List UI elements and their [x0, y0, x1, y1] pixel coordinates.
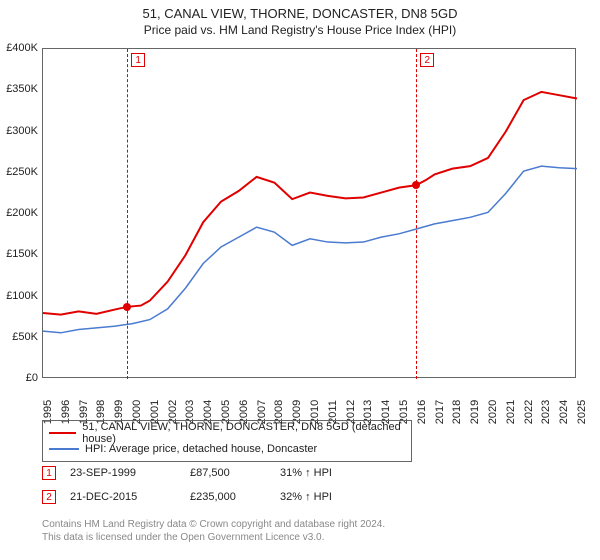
x-tick-label: 2017	[434, 400, 446, 424]
x-tick-label: 2025	[576, 400, 588, 424]
x-tick-label: 2016	[416, 400, 428, 424]
credits: Contains HM Land Registry data © Crown c…	[42, 518, 385, 544]
x-tick-label: 2018	[451, 400, 463, 424]
legend-label: HPI: Average price, detached house, Donc…	[85, 443, 317, 455]
plot-svg	[43, 49, 577, 379]
y-tick-label: £200K	[0, 207, 38, 219]
sale-row-marker: 1	[42, 466, 56, 480]
x-tick-label: 2020	[487, 400, 499, 424]
sale-vertical-line	[416, 49, 417, 379]
sale-dot	[412, 181, 420, 189]
y-tick-label: £100K	[0, 290, 38, 302]
legend-label: 51, CANAL VIEW, THORNE, DONCASTER, DN8 5…	[82, 421, 405, 445]
x-tick-label: 2023	[540, 400, 552, 424]
sale-row: 1 23-SEP-1999£87,50031% ↑ HPI	[42, 466, 332, 480]
legend-swatch	[49, 448, 79, 450]
y-tick-label: £250K	[0, 166, 38, 178]
x-tick-label: 2022	[523, 400, 535, 424]
sale-marker-box: 1	[131, 53, 145, 67]
credits-line1: Contains HM Land Registry data © Crown c…	[42, 518, 385, 531]
y-tick-label: £0	[0, 372, 38, 384]
sale-row-marker: 2	[42, 490, 56, 504]
sale-row-price: £235,000	[190, 491, 280, 503]
legend-swatch	[49, 432, 76, 434]
x-tick-label: 2024	[558, 400, 570, 424]
y-tick-label: £150K	[0, 248, 38, 260]
sale-row-price: £87,500	[190, 467, 280, 479]
legend-item: 51, CANAL VIEW, THORNE, DONCASTER, DN8 5…	[49, 425, 405, 441]
credits-line2: This data is licensed under the Open Gov…	[42, 531, 385, 544]
sale-row-delta: 31% ↑ HPI	[280, 467, 332, 479]
y-tick-label: £300K	[0, 125, 38, 137]
legend: 51, CANAL VIEW, THORNE, DONCASTER, DN8 5…	[42, 420, 412, 462]
sale-row-date: 23-SEP-1999	[70, 467, 190, 479]
chart-subtitle: Price paid vs. HM Land Registry's House …	[0, 21, 600, 37]
plot-area: 12	[42, 48, 576, 378]
sale-row-delta: 32% ↑ HPI	[280, 491, 332, 503]
y-tick-label: £400K	[0, 42, 38, 54]
y-tick-label: £50K	[0, 331, 38, 343]
sale-vertical-line	[127, 49, 128, 379]
y-tick-label: £350K	[0, 83, 38, 95]
x-tick-label: 2019	[469, 400, 481, 424]
sale-marker-box: 2	[420, 53, 434, 67]
sale-row-date: 21-DEC-2015	[70, 491, 190, 503]
sale-dot	[123, 303, 131, 311]
sale-row: 2 21-DEC-2015£235,00032% ↑ HPI	[42, 490, 332, 504]
chart-title: 51, CANAL VIEW, THORNE, DONCASTER, DN8 5…	[0, 0, 600, 21]
chart-container: 51, CANAL VIEW, THORNE, DONCASTER, DN8 5…	[0, 0, 600, 560]
x-tick-label: 2021	[505, 400, 517, 424]
